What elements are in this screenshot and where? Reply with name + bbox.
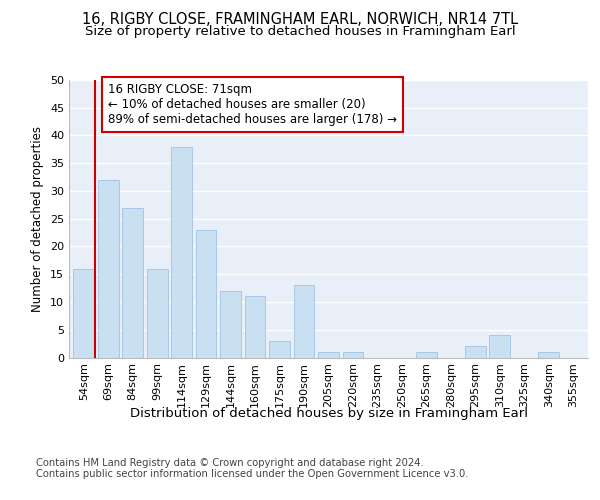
- Bar: [122, 208, 143, 358]
- Bar: [147, 268, 167, 358]
- Bar: [465, 346, 486, 358]
- Bar: [245, 296, 265, 358]
- Bar: [416, 352, 437, 358]
- Bar: [98, 180, 119, 358]
- Text: Distribution of detached houses by size in Framingham Earl: Distribution of detached houses by size …: [130, 408, 528, 420]
- Bar: [220, 291, 241, 358]
- Bar: [318, 352, 339, 358]
- Bar: [171, 146, 192, 358]
- Bar: [269, 341, 290, 357]
- Bar: [490, 336, 510, 357]
- Bar: [538, 352, 559, 358]
- Text: 16 RIGBY CLOSE: 71sqm
← 10% of detached houses are smaller (20)
89% of semi-deta: 16 RIGBY CLOSE: 71sqm ← 10% of detached …: [108, 83, 397, 126]
- Text: Contains HM Land Registry data © Crown copyright and database right 2024.: Contains HM Land Registry data © Crown c…: [36, 458, 424, 468]
- Bar: [73, 268, 94, 358]
- Text: 16, RIGBY CLOSE, FRAMINGHAM EARL, NORWICH, NR14 7TL: 16, RIGBY CLOSE, FRAMINGHAM EARL, NORWIC…: [82, 12, 518, 28]
- Y-axis label: Number of detached properties: Number of detached properties: [31, 126, 44, 312]
- Text: Size of property relative to detached houses in Framingham Earl: Size of property relative to detached ho…: [85, 25, 515, 38]
- Text: Contains public sector information licensed under the Open Government Licence v3: Contains public sector information licen…: [36, 469, 469, 479]
- Bar: [196, 230, 217, 358]
- Bar: [293, 286, 314, 358]
- Bar: [343, 352, 364, 358]
